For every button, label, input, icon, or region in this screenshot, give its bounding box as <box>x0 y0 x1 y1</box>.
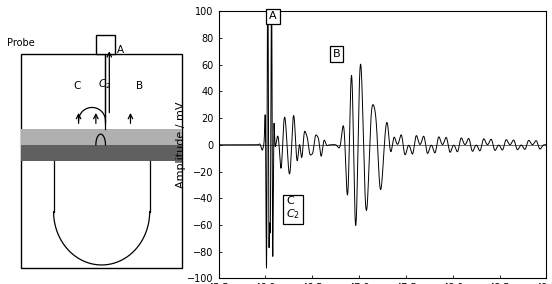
Bar <box>21 145 182 161</box>
Text: A: A <box>117 45 124 55</box>
Text: $C_2$: $C_2$ <box>98 78 111 91</box>
Text: C
$C_2$: C $C_2$ <box>286 196 300 221</box>
Y-axis label: Amplitude / mV: Amplitude / mV <box>176 102 186 188</box>
Bar <box>21 54 182 268</box>
Text: A: A <box>269 11 277 21</box>
Bar <box>96 36 115 54</box>
Text: B: B <box>136 82 144 91</box>
Text: C: C <box>73 82 81 91</box>
Bar <box>21 129 182 145</box>
Text: Probe: Probe <box>7 38 35 48</box>
Text: B: B <box>333 49 341 59</box>
